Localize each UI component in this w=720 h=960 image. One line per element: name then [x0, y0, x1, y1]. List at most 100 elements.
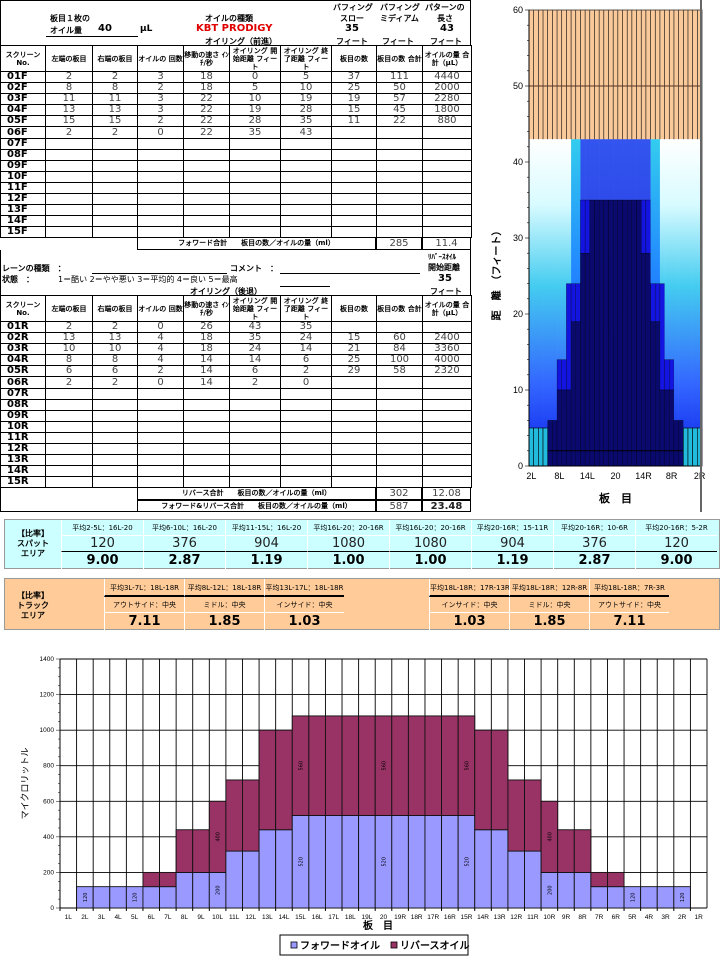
table-cell[interactable]	[137, 137, 184, 150]
table-cell[interactable]	[280, 181, 332, 195]
table-cell[interactable]	[331, 126, 377, 139]
table-cell[interactable]	[280, 170, 332, 183]
table-cell[interactable]	[229, 420, 281, 433]
table-cell[interactable]	[92, 159, 138, 172]
table-cell[interactable]	[45, 137, 93, 150]
table-cell[interactable]: 15	[331, 332, 377, 345]
table-cell[interactable]	[229, 454, 281, 467]
table-cell[interactable]: 3	[137, 104, 184, 117]
table-cell[interactable]: 8	[45, 354, 93, 367]
table-cell[interactable]	[183, 431, 230, 445]
table-cell[interactable]: 3360	[422, 343, 472, 356]
table-cell[interactable]	[422, 193, 472, 206]
table-cell[interactable]: 13	[92, 104, 138, 117]
table-cell[interactable]	[137, 181, 184, 195]
table-cell[interactable]	[137, 148, 184, 161]
table-cell[interactable]	[45, 443, 93, 456]
table-cell[interactable]	[45, 159, 93, 172]
table-cell[interactable]: 25	[331, 82, 377, 95]
table-cell[interactable]: 0	[137, 126, 184, 139]
table-cell[interactable]	[376, 420, 423, 433]
table-cell[interactable]	[422, 387, 472, 400]
table-cell[interactable]: 2	[45, 376, 93, 389]
table-cell[interactable]: 28	[280, 104, 332, 117]
table-cell[interactable]: 2320	[422, 365, 472, 378]
table-cell[interactable]: 11	[45, 93, 93, 106]
oil-type-value[interactable]: KBT PRODIGY	[196, 23, 273, 34]
table-cell[interactable]	[376, 465, 423, 478]
table-cell[interactable]: 25	[331, 354, 377, 367]
table-cell[interactable]	[331, 431, 377, 445]
table-cell[interactable]: 35	[280, 320, 332, 334]
table-cell[interactable]	[137, 387, 184, 400]
table-cell[interactable]	[137, 454, 184, 467]
table-cell[interactable]	[92, 215, 138, 228]
table-cell[interactable]	[137, 398, 184, 411]
table-cell[interactable]: 13	[45, 104, 93, 117]
table-cell[interactable]: 15	[92, 115, 138, 128]
table-cell[interactable]	[92, 398, 138, 411]
table-cell[interactable]: 4000	[422, 354, 472, 367]
table-cell[interactable]	[45, 181, 93, 195]
table-cell[interactable]	[45, 387, 93, 400]
table-cell[interactable]	[280, 215, 332, 228]
table-cell[interactable]	[183, 409, 230, 422]
table-cell[interactable]: 8	[92, 82, 138, 95]
table-cell[interactable]	[422, 454, 472, 467]
table-cell[interactable]	[331, 420, 377, 433]
table-cell[interactable]: 0	[137, 376, 184, 389]
table-cell[interactable]	[280, 193, 332, 206]
table-cell[interactable]	[229, 159, 281, 172]
table-cell[interactable]	[229, 387, 281, 400]
table-cell[interactable]	[229, 465, 281, 478]
table-cell[interactable]	[422, 465, 472, 478]
table-cell[interactable]: 11	[331, 115, 377, 128]
table-cell[interactable]	[280, 204, 332, 217]
table-cell[interactable]	[331, 170, 377, 183]
table-cell[interactable]	[137, 431, 184, 445]
table-cell[interactable]	[422, 148, 472, 161]
table-cell[interactable]: 50	[376, 82, 423, 95]
table-cell[interactable]: 111	[376, 70, 423, 84]
table-cell[interactable]	[422, 431, 472, 445]
reverse-start-value[interactable]: 35	[438, 273, 452, 284]
table-cell[interactable]	[183, 148, 230, 161]
table-cell[interactable]: 18	[183, 332, 230, 345]
table-cell[interactable]	[229, 431, 281, 445]
table-cell[interactable]	[137, 204, 184, 217]
table-cell[interactable]: 3	[137, 93, 184, 106]
table-cell[interactable]: 22	[183, 93, 230, 106]
table-cell[interactable]	[422, 126, 472, 139]
table-cell[interactable]	[45, 420, 93, 433]
table-cell[interactable]: 14	[280, 343, 332, 356]
table-cell[interactable]	[229, 443, 281, 456]
table-cell[interactable]	[376, 431, 423, 445]
table-cell[interactable]: 22	[183, 104, 230, 117]
table-cell[interactable]: 18	[183, 70, 230, 84]
table-cell[interactable]	[92, 226, 138, 239]
table-cell[interactable]: 22	[183, 126, 230, 139]
table-cell[interactable]	[45, 454, 93, 467]
table-cell[interactable]	[92, 148, 138, 161]
table-cell[interactable]: 35	[280, 115, 332, 128]
table-cell[interactable]: 10	[45, 343, 93, 356]
table-cell[interactable]	[331, 320, 377, 334]
table-cell[interactable]	[376, 409, 423, 422]
table-cell[interactable]	[280, 387, 332, 400]
table-cell[interactable]	[331, 398, 377, 411]
table-cell[interactable]: 4	[137, 343, 184, 356]
table-cell[interactable]	[331, 215, 377, 228]
table-cell[interactable]: 2000	[422, 82, 472, 95]
table-cell[interactable]	[229, 215, 281, 228]
table-cell[interactable]: 8	[45, 82, 93, 95]
table-cell[interactable]	[183, 170, 230, 183]
table-cell[interactable]	[331, 159, 377, 172]
table-cell[interactable]: 2	[92, 126, 138, 139]
table-cell[interactable]	[137, 465, 184, 478]
table-cell[interactable]: 14	[229, 354, 281, 367]
table-cell[interactable]: 880	[422, 115, 472, 128]
table-cell[interactable]	[331, 376, 377, 389]
table-cell[interactable]	[45, 409, 93, 422]
table-cell[interactable]	[183, 465, 230, 478]
table-cell[interactable]	[422, 443, 472, 456]
